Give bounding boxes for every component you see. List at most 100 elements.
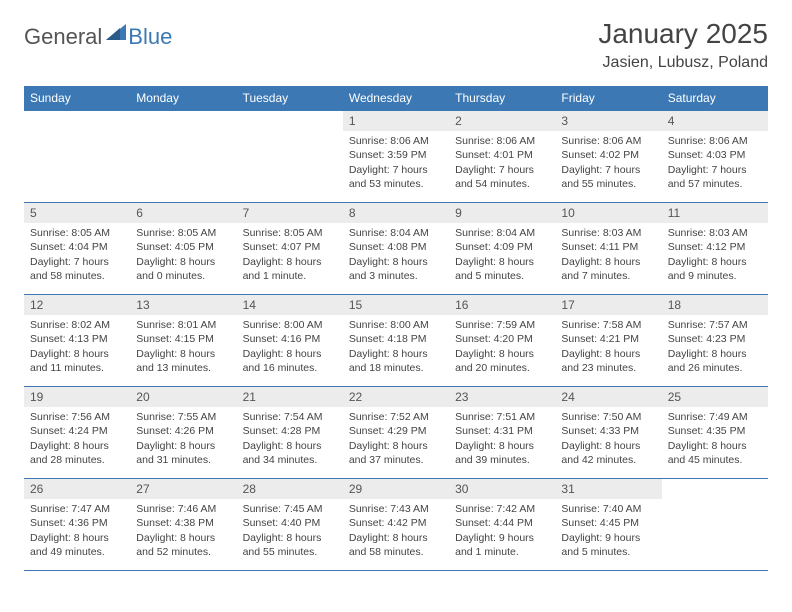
day-number: 8 [343,203,449,223]
calendar-cell: 1Sunrise: 8:06 AMSunset: 3:59 PMDaylight… [343,111,449,203]
day-header: Wednesday [343,86,449,111]
day-details: Sunrise: 7:51 AMSunset: 4:31 PMDaylight:… [449,407,555,472]
calendar-cell: 8Sunrise: 8:04 AMSunset: 4:08 PMDaylight… [343,203,449,295]
day-header: Sunday [24,86,130,111]
day-header-row: Sunday Monday Tuesday Wednesday Thursday… [24,86,768,111]
sunset-text: Sunset: 4:07 PM [243,240,337,254]
day-details: Sunrise: 7:50 AMSunset: 4:33 PMDaylight:… [555,407,661,472]
calendar-cell: 21Sunrise: 7:54 AMSunset: 4:28 PMDayligh… [237,387,343,479]
sunrise-text: Sunrise: 7:52 AM [349,410,443,424]
daylight-text: Daylight: 8 hours and 26 minutes. [668,347,762,376]
day-details: Sunrise: 8:05 AMSunset: 4:04 PMDaylight:… [24,223,130,288]
sunrise-text: Sunrise: 7:58 AM [561,318,655,332]
calendar-cell: 22Sunrise: 7:52 AMSunset: 4:29 PMDayligh… [343,387,449,479]
daylight-text: Daylight: 7 hours and 58 minutes. [30,255,124,284]
day-details: Sunrise: 7:59 AMSunset: 4:20 PMDaylight:… [449,315,555,380]
day-details: Sunrise: 7:54 AMSunset: 4:28 PMDaylight:… [237,407,343,472]
day-details: Sunrise: 7:42 AMSunset: 4:44 PMDaylight:… [449,499,555,564]
daylight-text: Daylight: 8 hours and 39 minutes. [455,439,549,468]
brand-part2: Blue [128,24,172,50]
day-details: Sunrise: 7:40 AMSunset: 4:45 PMDaylight:… [555,499,661,564]
calendar-cell: 19Sunrise: 7:56 AMSunset: 4:24 PMDayligh… [24,387,130,479]
calendar-cell: 27Sunrise: 7:46 AMSunset: 4:38 PMDayligh… [130,479,236,571]
day-details: Sunrise: 7:57 AMSunset: 4:23 PMDaylight:… [662,315,768,380]
sunrise-text: Sunrise: 7:55 AM [136,410,230,424]
sunset-text: Sunset: 4:20 PM [455,332,549,346]
sunrise-text: Sunrise: 8:02 AM [30,318,124,332]
location-text: Jasien, Lubusz, Poland [598,54,768,72]
day-number: 15 [343,295,449,315]
sunset-text: Sunset: 4:16 PM [243,332,337,346]
daylight-text: Daylight: 8 hours and 18 minutes. [349,347,443,376]
day-details: Sunrise: 7:43 AMSunset: 4:42 PMDaylight:… [343,499,449,564]
daylight-text: Daylight: 8 hours and 31 minutes. [136,439,230,468]
day-number: 10 [555,203,661,223]
sunset-text: Sunset: 4:29 PM [349,424,443,438]
sunset-text: Sunset: 4:24 PM [30,424,124,438]
day-number [237,111,343,117]
day-header: Tuesday [237,86,343,111]
calendar-cell: 25Sunrise: 7:49 AMSunset: 4:35 PMDayligh… [662,387,768,479]
sunrise-text: Sunrise: 7:51 AM [455,410,549,424]
day-details: Sunrise: 8:06 AMSunset: 4:01 PMDaylight:… [449,131,555,196]
sunrise-text: Sunrise: 8:03 AM [561,226,655,240]
sunrise-text: Sunrise: 7:43 AM [349,502,443,516]
sunrise-text: Sunrise: 8:00 AM [243,318,337,332]
calendar-week-row: 12Sunrise: 8:02 AMSunset: 4:13 PMDayligh… [24,295,768,387]
sunset-text: Sunset: 4:15 PM [136,332,230,346]
day-details: Sunrise: 8:05 AMSunset: 4:05 PMDaylight:… [130,223,236,288]
day-details: Sunrise: 7:46 AMSunset: 4:38 PMDaylight:… [130,499,236,564]
sunrise-text: Sunrise: 7:57 AM [668,318,762,332]
daylight-text: Daylight: 9 hours and 1 minute. [455,531,549,560]
daylight-text: Daylight: 8 hours and 49 minutes. [30,531,124,560]
day-number [662,479,768,485]
sunrise-text: Sunrise: 7:45 AM [243,502,337,516]
calendar-cell [662,479,768,571]
sunset-text: Sunset: 4:03 PM [668,148,762,162]
day-number: 1 [343,111,449,131]
calendar-week-row: 1Sunrise: 8:06 AMSunset: 3:59 PMDaylight… [24,111,768,203]
daylight-text: Daylight: 8 hours and 11 minutes. [30,347,124,376]
day-number: 16 [449,295,555,315]
sunrise-text: Sunrise: 8:00 AM [349,318,443,332]
title-block: January 2025 Jasien, Lubusz, Poland [598,18,768,72]
sunrise-text: Sunrise: 7:40 AM [561,502,655,516]
sunrise-text: Sunrise: 8:04 AM [349,226,443,240]
daylight-text: Daylight: 8 hours and 0 minutes. [136,255,230,284]
calendar-page: General Blue January 2025 Jasien, Lubusz… [0,0,792,589]
sunrise-text: Sunrise: 8:03 AM [668,226,762,240]
calendar-cell: 28Sunrise: 7:45 AMSunset: 4:40 PMDayligh… [237,479,343,571]
sunset-text: Sunset: 4:11 PM [561,240,655,254]
brand-logo: General Blue [24,24,172,50]
sunset-text: Sunset: 4:26 PM [136,424,230,438]
sunrise-text: Sunrise: 7:50 AM [561,410,655,424]
sunset-text: Sunset: 4:38 PM [136,516,230,530]
sunrise-text: Sunrise: 7:56 AM [30,410,124,424]
day-details: Sunrise: 8:02 AMSunset: 4:13 PMDaylight:… [24,315,130,380]
day-header: Thursday [449,86,555,111]
calendar-cell: 16Sunrise: 7:59 AMSunset: 4:20 PMDayligh… [449,295,555,387]
sunrise-text: Sunrise: 8:01 AM [136,318,230,332]
day-details: Sunrise: 7:56 AMSunset: 4:24 PMDaylight:… [24,407,130,472]
daylight-text: Daylight: 8 hours and 42 minutes. [561,439,655,468]
calendar-cell: 9Sunrise: 8:04 AMSunset: 4:09 PMDaylight… [449,203,555,295]
sunrise-text: Sunrise: 7:59 AM [455,318,549,332]
calendar-cell: 6Sunrise: 8:05 AMSunset: 4:05 PMDaylight… [130,203,236,295]
day-number: 17 [555,295,661,315]
calendar-cell: 26Sunrise: 7:47 AMSunset: 4:36 PMDayligh… [24,479,130,571]
sunset-text: Sunset: 4:23 PM [668,332,762,346]
day-number: 27 [130,479,236,499]
sunrise-text: Sunrise: 7:49 AM [668,410,762,424]
sunrise-text: Sunrise: 8:06 AM [455,134,549,148]
brand-triangle-icon [106,24,126,40]
sunrise-text: Sunrise: 8:05 AM [243,226,337,240]
day-number: 20 [130,387,236,407]
daylight-text: Daylight: 7 hours and 53 minutes. [349,163,443,192]
daylight-text: Daylight: 8 hours and 5 minutes. [455,255,549,284]
calendar-week-row: 26Sunrise: 7:47 AMSunset: 4:36 PMDayligh… [24,479,768,571]
day-number: 7 [237,203,343,223]
day-number: 23 [449,387,555,407]
day-details: Sunrise: 8:03 AMSunset: 4:11 PMDaylight:… [555,223,661,288]
sunset-text: Sunset: 4:12 PM [668,240,762,254]
sunrise-text: Sunrise: 8:06 AM [349,134,443,148]
